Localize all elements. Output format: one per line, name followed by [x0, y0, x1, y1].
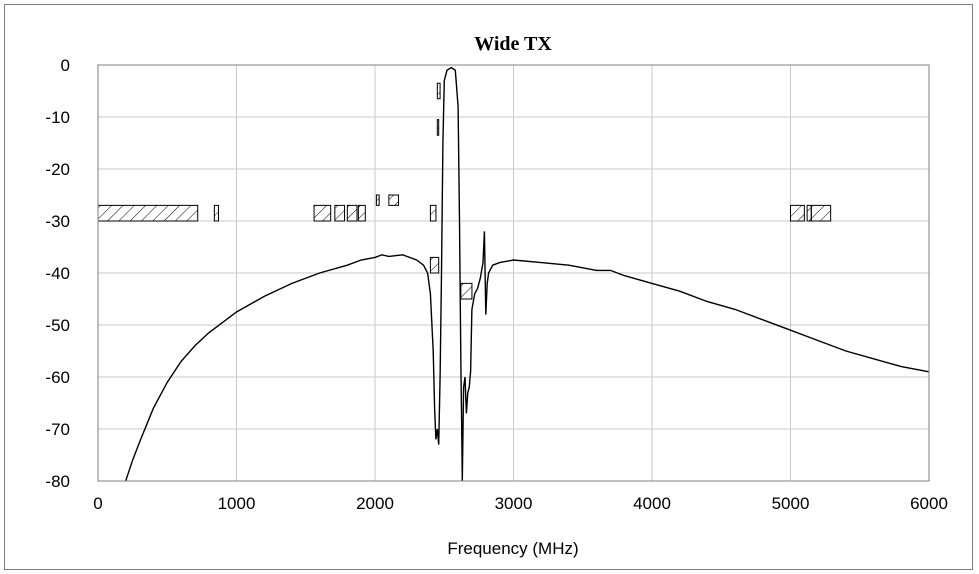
mask-region-0 [97, 204, 199, 222]
y-tick-label: -20 [45, 160, 70, 179]
x-tick-label: 1000 [218, 494, 256, 513]
y-tick-label: -60 [45, 368, 70, 387]
mask-region-3 [334, 204, 346, 222]
mask-region-15 [810, 204, 832, 222]
chart-frame [4, 4, 973, 570]
y-tick-label: -70 [45, 420, 70, 439]
mask-region-9 [429, 256, 440, 274]
grid [97, 64, 930, 482]
mask-region-8 [429, 204, 437, 222]
series-line-0 [125, 66, 930, 482]
mask-region-12 [460, 282, 473, 300]
x-tick-label: 6000 [910, 494, 948, 513]
x-tick-label: 2000 [356, 494, 394, 513]
mask-region-4 [346, 204, 358, 222]
x-tick-label: 3000 [495, 494, 533, 513]
mask-region-7 [388, 194, 400, 206]
series [125, 66, 930, 482]
y-tick-label: -10 [45, 108, 70, 127]
mask-region-5 [357, 204, 366, 222]
mask-region-13 [790, 204, 805, 222]
mask-region-14 [806, 204, 812, 222]
mask-region-11 [436, 82, 441, 100]
plot-area-border [97, 64, 930, 482]
mask-region-2 [313, 204, 332, 222]
x-tick-label: 0 [93, 494, 102, 513]
mask-regions [97, 82, 832, 300]
y-tick-label: -40 [45, 264, 70, 283]
tick-labels: 0 1000 2000 3000 4000 5000 6000 0 -10 -20 -30 -40 -5… [45, 56, 947, 513]
mask-region-10 [436, 119, 440, 136]
x-axis-label: Frequency (MHz) [447, 539, 578, 558]
mask-region-6 [375, 194, 380, 206]
chart-title: Wide TX [474, 33, 552, 55]
y-tick-label: -80 [45, 472, 70, 491]
x-tick-label: 4000 [633, 494, 671, 513]
y-tick-label: -50 [45, 316, 70, 335]
y-tick-label: 0 [61, 56, 70, 75]
y-tick-label: -30 [45, 212, 70, 231]
x-tick-label: 5000 [772, 494, 810, 513]
mask-region-1 [213, 204, 219, 222]
